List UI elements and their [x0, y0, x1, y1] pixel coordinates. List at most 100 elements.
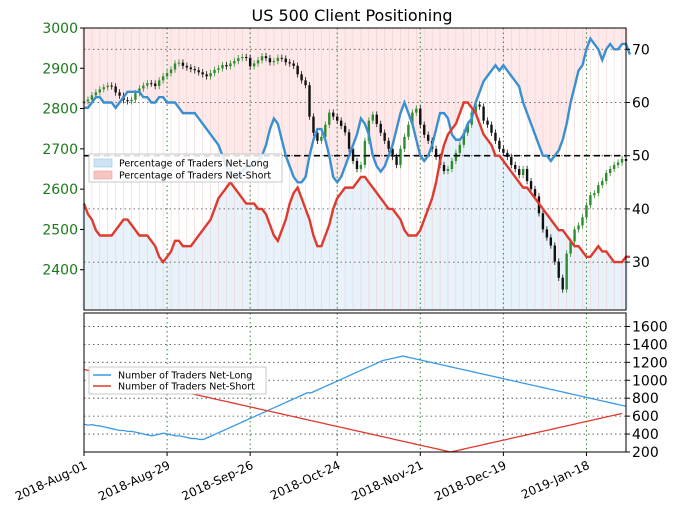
short-area: [330, 28, 336, 177]
short-area: [101, 28, 107, 103]
long-area: [544, 214, 550, 310]
long-area: [465, 123, 471, 311]
long-area: [402, 230, 407, 310]
candle-body: [442, 164, 446, 172]
candle-body: [90, 95, 94, 100]
candle-body: [351, 148, 355, 161]
candle-body: [332, 112, 335, 117]
long-area: [275, 240, 281, 310]
long-area: [354, 182, 360, 310]
short-area: [599, 28, 605, 60]
candle-body: [573, 229, 576, 242]
candle-body: [225, 65, 228, 67]
candle-body: [375, 114, 378, 124]
candle-body: [434, 148, 438, 157]
legend-label: Percentage of Traders Net-Long: [119, 159, 269, 170]
long-area: [228, 182, 233, 310]
date-tick-label: 2018-Nov-21: [349, 458, 425, 503]
short-area: [552, 28, 558, 156]
candle-body: [173, 63, 177, 70]
short-area: [449, 28, 455, 130]
long-area: [148, 240, 154, 310]
long-area: [291, 192, 296, 310]
long-area: [362, 176, 368, 310]
right-tick-label: 40: [632, 202, 650, 218]
long-area: [299, 198, 304, 310]
long-area: [489, 145, 494, 310]
right-tick-label: 1400: [632, 337, 668, 353]
candle-body: [367, 120, 371, 141]
candle-body: [612, 164, 616, 169]
left-tick-label: 3000: [42, 21, 78, 37]
candle-body: [605, 173, 608, 182]
candle-body: [233, 61, 236, 64]
left-tick-label: 2700: [42, 142, 78, 158]
candle-body: [229, 63, 232, 67]
candle-body: [339, 120, 343, 126]
legend-box: [88, 366, 267, 395]
right-tick-label: 1600: [632, 319, 668, 335]
candle-body: [177, 62, 181, 64]
short-area: [125, 28, 130, 92]
short-area: [93, 28, 99, 98]
candle-body: [466, 124, 469, 133]
date-tick-label: 2019-Jan-18: [519, 458, 592, 502]
left-tick-label: 2600: [42, 182, 78, 198]
candle-body: [304, 80, 307, 86]
long-area: [323, 235, 328, 310]
long-area: [441, 145, 447, 310]
short-area: [283, 28, 289, 156]
short-area: [315, 28, 320, 130]
short-area: [473, 28, 478, 103]
candle-body: [395, 156, 398, 165]
candle-body: [383, 132, 386, 141]
candle-body: [308, 85, 311, 117]
candle-body: [462, 132, 465, 145]
candle-body: [474, 104, 477, 113]
candle-body: [272, 61, 276, 63]
candle-body: [498, 140, 501, 149]
candle-body: [102, 87, 105, 90]
short-area: [117, 28, 122, 103]
long-area: [552, 224, 558, 310]
candle-body: [106, 85, 109, 88]
candle-body: [553, 245, 556, 262]
candle-body: [336, 116, 339, 121]
long-area: [117, 224, 122, 310]
long-area: [125, 219, 130, 310]
candle-body: [276, 57, 280, 62]
candle-body: [130, 99, 133, 102]
long-area: [449, 134, 455, 310]
long-area: [85, 214, 91, 310]
long-area: [109, 235, 114, 310]
short-area: [433, 28, 439, 130]
candle-body: [126, 100, 129, 102]
legend-label: Number of Traders Net-Long: [118, 371, 252, 382]
candle-body: [423, 124, 426, 135]
short-area: [560, 28, 565, 140]
long-area: [505, 166, 510, 310]
candle-body: [288, 62, 291, 64]
candle-body: [379, 123, 382, 133]
right-tick-label: 800: [632, 391, 659, 407]
candle-body: [446, 169, 450, 172]
candle-body: [620, 158, 624, 163]
candle-body: [157, 80, 161, 87]
candle-body: [581, 217, 584, 226]
candle-body: [98, 89, 102, 93]
candle-body: [114, 86, 117, 93]
chart-title: US 500 Client Positioning: [251, 6, 452, 25]
long-area: [473, 113, 478, 310]
long-area: [425, 208, 431, 310]
short-area: [512, 28, 518, 82]
short-area: [615, 28, 621, 50]
short-area: [441, 28, 447, 114]
candle-body: [181, 62, 185, 66]
long-area: [236, 192, 241, 310]
short-area: [568, 28, 573, 103]
short-area: [362, 28, 368, 124]
candle-body: [343, 125, 347, 133]
short-area: [386, 28, 391, 156]
candle-body: [517, 169, 521, 176]
